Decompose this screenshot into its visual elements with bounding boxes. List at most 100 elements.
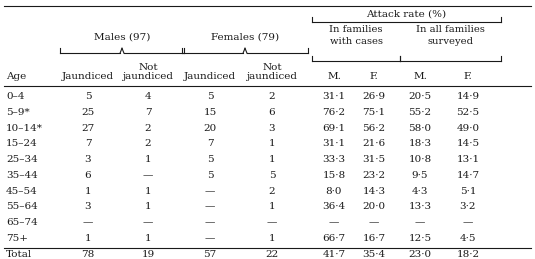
- Text: 10–14*: 10–14*: [6, 124, 43, 133]
- Text: 5: 5: [207, 155, 213, 164]
- Text: Total: Total: [6, 250, 32, 259]
- Text: 55·2: 55·2: [408, 108, 432, 117]
- Text: 26·9: 26·9: [362, 92, 386, 101]
- Text: 9·5: 9·5: [412, 171, 428, 180]
- Text: 69·1: 69·1: [323, 124, 346, 133]
- Text: 14·5: 14·5: [456, 139, 479, 148]
- Text: F.: F.: [464, 72, 472, 81]
- Text: 10·8: 10·8: [408, 155, 432, 164]
- Text: 5·1: 5·1: [460, 187, 476, 196]
- Text: 23·0: 23·0: [408, 250, 432, 259]
- Text: 65–74: 65–74: [6, 218, 38, 227]
- Text: 27: 27: [81, 124, 95, 133]
- Text: 66·7: 66·7: [323, 234, 346, 243]
- Text: 25: 25: [81, 108, 95, 117]
- Text: 21·6: 21·6: [362, 139, 386, 148]
- Text: 0–4: 0–4: [6, 92, 25, 101]
- Text: —: —: [83, 218, 93, 227]
- Text: 5–9*: 5–9*: [6, 108, 29, 117]
- Text: 31·1: 31·1: [323, 92, 346, 101]
- Text: 56·2: 56·2: [362, 124, 386, 133]
- Text: 2: 2: [144, 124, 151, 133]
- Text: 31·1: 31·1: [323, 139, 346, 148]
- Text: 3·2: 3·2: [460, 203, 476, 212]
- Text: 20·5: 20·5: [408, 92, 432, 101]
- Text: 25–34: 25–34: [6, 155, 38, 164]
- Text: —: —: [205, 218, 215, 227]
- Text: 1: 1: [144, 203, 151, 212]
- Text: 75·1: 75·1: [362, 108, 386, 117]
- Text: —: —: [205, 203, 215, 212]
- Text: M.: M.: [413, 72, 427, 81]
- Text: 15: 15: [203, 108, 217, 117]
- Text: 35·4: 35·4: [362, 250, 386, 259]
- Text: 78: 78: [81, 250, 95, 259]
- Text: 1: 1: [85, 187, 91, 196]
- Text: —: —: [205, 187, 215, 196]
- Text: 6: 6: [269, 108, 276, 117]
- Text: 3: 3: [85, 155, 91, 164]
- Text: 18·3: 18·3: [408, 139, 432, 148]
- Text: In all families
surveyed: In all families surveyed: [416, 25, 485, 46]
- Text: 8·0: 8·0: [326, 187, 342, 196]
- Text: 1: 1: [144, 234, 151, 243]
- Text: —: —: [143, 218, 153, 227]
- Text: —: —: [415, 218, 425, 227]
- Text: 49·0: 49·0: [456, 124, 479, 133]
- Text: 16·7: 16·7: [362, 234, 386, 243]
- Text: 45–54: 45–54: [6, 187, 38, 196]
- Text: 4·5: 4·5: [460, 234, 476, 243]
- Text: 18·2: 18·2: [456, 250, 479, 259]
- Text: 4: 4: [144, 92, 151, 101]
- Text: 2: 2: [269, 187, 276, 196]
- Text: 15·8: 15·8: [323, 171, 346, 180]
- Text: —: —: [143, 171, 153, 180]
- Text: 4·3: 4·3: [412, 187, 428, 196]
- Text: 15–24: 15–24: [6, 139, 38, 148]
- Text: 20·0: 20·0: [362, 203, 386, 212]
- Text: 5: 5: [207, 92, 213, 101]
- Text: Age: Age: [6, 72, 26, 81]
- Text: 41·7: 41·7: [323, 250, 346, 259]
- Text: 13·3: 13·3: [408, 203, 432, 212]
- Text: Not: Not: [262, 62, 282, 71]
- Text: Females (79): Females (79): [211, 33, 279, 42]
- Text: 58·0: 58·0: [408, 124, 432, 133]
- Text: 3: 3: [269, 124, 276, 133]
- Text: 2: 2: [144, 139, 151, 148]
- Text: jaundiced: jaundiced: [247, 72, 297, 81]
- Text: 6: 6: [85, 171, 91, 180]
- Text: 7: 7: [207, 139, 213, 148]
- Text: 14·9: 14·9: [456, 92, 479, 101]
- Text: 75+: 75+: [6, 234, 28, 243]
- Text: 23·2: 23·2: [362, 171, 386, 180]
- Text: 3: 3: [85, 203, 91, 212]
- Text: 36·4: 36·4: [323, 203, 346, 212]
- Text: 31·5: 31·5: [362, 155, 386, 164]
- Text: Jaundiced: Jaundiced: [62, 72, 114, 81]
- Text: 5: 5: [85, 92, 91, 101]
- Text: —: —: [463, 218, 473, 227]
- Text: 1: 1: [269, 139, 276, 148]
- Text: F.: F.: [370, 72, 378, 81]
- Text: 33·3: 33·3: [323, 155, 346, 164]
- Text: Jaundiced: Jaundiced: [184, 72, 236, 81]
- Text: 22: 22: [265, 250, 279, 259]
- Text: Attack rate (%): Attack rate (%): [366, 9, 447, 18]
- Text: 55–64: 55–64: [6, 203, 38, 212]
- Text: 14·3: 14·3: [362, 187, 386, 196]
- Text: 2: 2: [269, 92, 276, 101]
- Text: 7: 7: [85, 139, 91, 148]
- Text: 20: 20: [203, 124, 217, 133]
- Text: 1: 1: [144, 155, 151, 164]
- Text: jaundiced: jaundiced: [123, 72, 173, 81]
- Text: 5: 5: [269, 171, 276, 180]
- Text: 5: 5: [207, 171, 213, 180]
- Text: Not: Not: [138, 62, 158, 71]
- Text: 1: 1: [144, 187, 151, 196]
- Text: 1: 1: [269, 234, 276, 243]
- Text: 1: 1: [269, 155, 276, 164]
- Text: 57: 57: [203, 250, 217, 259]
- Text: —: —: [369, 218, 379, 227]
- Text: M.: M.: [327, 72, 341, 81]
